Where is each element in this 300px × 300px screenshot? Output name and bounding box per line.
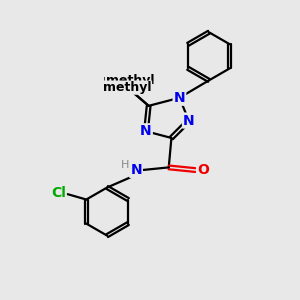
Text: methyl: methyl: [120, 86, 124, 87]
Text: N: N: [174, 91, 185, 105]
Text: methyl: methyl: [126, 80, 131, 82]
Text: N: N: [130, 163, 142, 177]
Text: N: N: [183, 114, 195, 128]
Text: methyl: methyl: [106, 74, 154, 87]
Text: methyl: methyl: [103, 74, 152, 87]
Text: O: O: [197, 163, 209, 177]
Text: N: N: [140, 124, 152, 138]
Text: methyl: methyl: [121, 85, 125, 86]
Text: Cl: Cl: [51, 186, 66, 200]
Text: methyl: methyl: [126, 85, 131, 86]
Text: methyl: methyl: [103, 81, 152, 94]
Text: H: H: [121, 160, 130, 170]
